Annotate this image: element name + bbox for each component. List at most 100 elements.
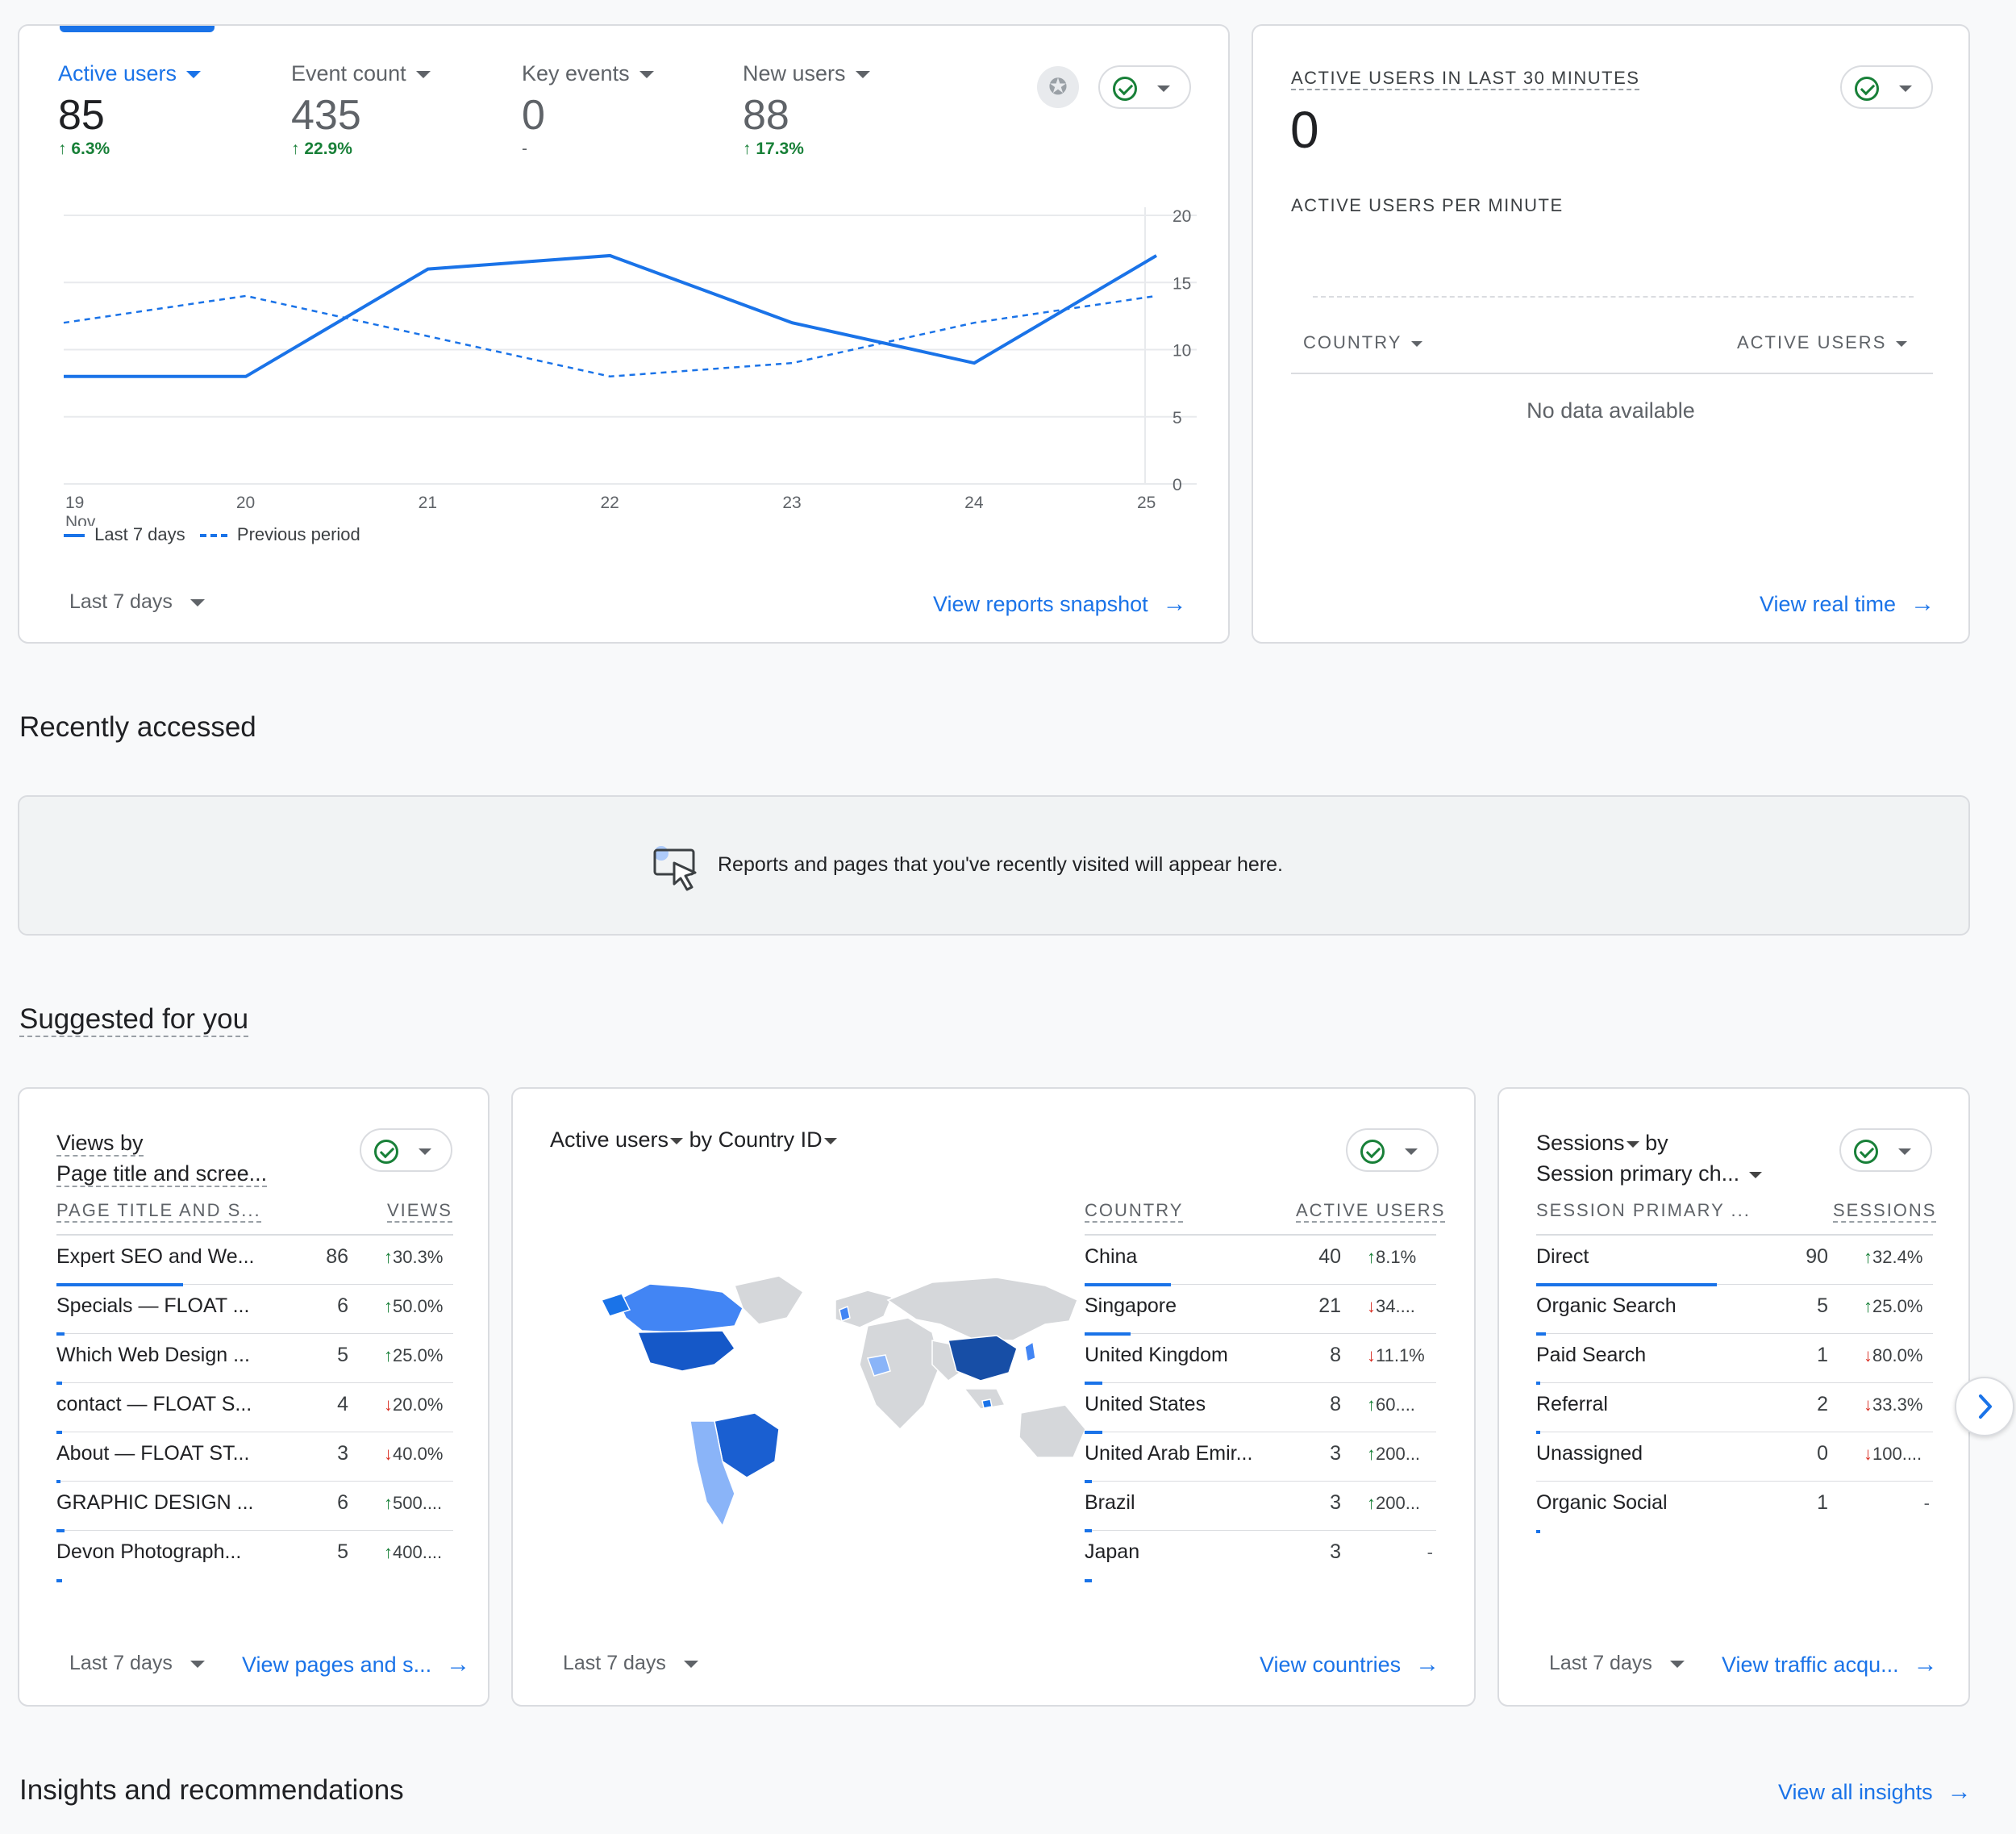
x-tick-label: 20	[236, 494, 255, 512]
table-row[interactable]: United Kingdom 8 ↓11.1%	[1085, 1334, 1436, 1385]
sessions-rows: Direct 90 ↑32.4% Organic Search 5 ↑25.0% Paid …	[1536, 1236, 1933, 1590]
row-name: Japan	[1085, 1540, 1140, 1563]
insights-badge-icon[interactable]: ✪	[1037, 66, 1079, 108]
metric-delta: ↑ 6.3%	[58, 140, 110, 158]
date-range-select[interactable]: Last 7 days	[1549, 1652, 1685, 1675]
countries-card-title[interactable]: Active users by Country ID	[550, 1127, 837, 1153]
check-circle-icon	[1360, 1140, 1385, 1164]
view-reports-snapshot-link[interactable]: View reports snapshot →	[933, 590, 1187, 617]
table-row[interactable]: Organic Search 5 ↑25.0%	[1536, 1285, 1933, 1336]
realtime-card: ACTIVE USERS IN LAST 30 MINUTES 0 ACTIVE…	[1252, 24, 1970, 644]
table-row[interactable]: Referral 2 ↓33.3%	[1536, 1383, 1933, 1434]
date-range-select[interactable]: Last 7 days	[563, 1652, 698, 1675]
arrow-up-icon: ↑	[1367, 1247, 1376, 1267]
table-row[interactable]: Devon Photograph... 5 ↑400....	[56, 1531, 453, 1582]
row-share-bar	[1085, 1579, 1092, 1582]
date-range-select[interactable]: Last 7 days	[69, 1652, 205, 1675]
row-value: 3	[337, 1442, 348, 1465]
row-value: 86	[326, 1245, 348, 1268]
row-share-bar	[56, 1283, 183, 1286]
metric-tab-new-users[interactable]: New users 88 ↑ 17.3%	[743, 61, 928, 159]
chevron-down-icon	[1899, 85, 1912, 92]
metric-tab-event-count[interactable]: Event count 435 ↑ 22.9%	[291, 61, 477, 159]
page-title-column-header[interactable]: PAGE TITLE AND S...	[56, 1200, 261, 1223]
map-highlighted	[600, 1283, 1036, 1528]
active-users-column-header[interactable]: ACTIVE USERS	[1296, 1200, 1446, 1223]
dimension-name: Session primary ch...	[1536, 1161, 1740, 1186]
row-value: 6	[337, 1491, 348, 1514]
row-share-bar	[56, 1579, 62, 1582]
metric-label: Event count	[291, 61, 406, 85]
compare-toggle[interactable]	[360, 1128, 452, 1172]
check-circle-icon	[1113, 77, 1137, 101]
arrow-up-icon: ↑	[1864, 1296, 1872, 1316]
compare-toggle[interactable]	[1346, 1128, 1439, 1172]
table-row[interactable]: China 40 ↑8.1%	[1085, 1236, 1436, 1286]
metric-tab-active-users[interactable]: Active users 85 ↑ 6.3%	[58, 61, 244, 159]
table-row[interactable]: Which Web Design ... 5 ↑25.0%	[56, 1334, 453, 1385]
date-range-select[interactable]: Last 7 days	[69, 590, 205, 614]
compare-toggle[interactable]	[1839, 1128, 1932, 1172]
arrow-up-icon: ↑	[384, 1542, 393, 1562]
chevron-down-icon	[1669, 1660, 1685, 1668]
japan-region	[1024, 1340, 1036, 1363]
session-channel-column-header[interactable]: SESSION PRIMARY ...	[1536, 1200, 1751, 1220]
country-column-header[interactable]: COUNTRY	[1303, 332, 1423, 353]
arrow-forward-icon: →	[1415, 1651, 1440, 1678]
table-row[interactable]: Brazil 3 ↑200...	[1085, 1482, 1436, 1532]
row-change: ↑500....	[384, 1493, 443, 1513]
sessions-card-title[interactable]: Sessions by Session primary ch...	[1536, 1127, 1763, 1189]
view-traffic-acquisition-link[interactable]: View traffic acqu... →	[1722, 1651, 1938, 1678]
chevron-down-icon	[855, 71, 870, 79]
table-row[interactable]: Paid Search 1 ↓80.0%	[1536, 1334, 1933, 1385]
chevron-down-icon	[823, 1137, 837, 1144]
table-divider	[56, 1234, 453, 1236]
canada-region	[617, 1283, 744, 1333]
carousel-next-button[interactable]	[1955, 1377, 2014, 1436]
table-row[interactable]: Expert SEO and We... 86 ↑30.3%	[56, 1236, 453, 1286]
row-value: 4	[337, 1393, 348, 1415]
table-row[interactable]: Unassigned 0 ↓100....	[1536, 1432, 1933, 1482]
table-row[interactable]: GRAPHIC DESIGN ... 6 ↑500....	[56, 1482, 453, 1532]
series-last-7-days	[64, 253, 1158, 378]
arrow-down-icon: ↓	[384, 1394, 393, 1415]
table-row[interactable]: contact — FLOAT S... 4 ↓20.0%	[56, 1383, 453, 1434]
table-row[interactable]: Direct 90 ↑32.4%	[1536, 1236, 1933, 1286]
table-divider	[1085, 1234, 1436, 1236]
table-row[interactable]: United States 8 ↑60....	[1085, 1383, 1436, 1434]
active-users-column-header[interactable]: ACTIVE USERS	[1737, 332, 1908, 353]
compare-toggle[interactable]	[1840, 65, 1933, 109]
table-row[interactable]: Singapore 21 ↓34....	[1085, 1285, 1436, 1336]
table-row[interactable]: About — FLOAT ST... 3 ↓40.0%	[56, 1432, 453, 1483]
country-column-header[interactable]: COUNTRY	[1085, 1200, 1184, 1223]
recently-accessed-message: Reports and pages that you've recently v…	[718, 853, 1284, 876]
legend-previous: Previous period	[236, 524, 360, 544]
view-countries-link[interactable]: View countries →	[1260, 1651, 1440, 1678]
table-row[interactable]: Japan 3 -	[1085, 1531, 1436, 1582]
row-share-bar	[56, 1431, 62, 1434]
view-real-time-link[interactable]: View real time →	[1760, 590, 1935, 617]
arrow-down-icon: ↓	[1864, 1394, 1872, 1415]
middle-east-region	[866, 1354, 891, 1377]
view-pages-link[interactable]: View pages and s... →	[242, 1651, 471, 1678]
sessions-column-header[interactable]: SESSIONS	[1833, 1200, 1937, 1223]
metric-tab-key-events[interactable]: Key events 0 -	[522, 61, 707, 159]
view-all-insights-link[interactable]: View all insights →	[1778, 1778, 1972, 1805]
table-row[interactable]: United Arab Emir... 3 ↑200...	[1085, 1432, 1436, 1483]
empty-state: No data available	[1527, 398, 1695, 423]
row-name: GRAPHIC DESIGN ...	[56, 1491, 254, 1514]
metric-name: Active users	[550, 1127, 669, 1152]
insights-title: Insights and recommendations	[19, 1774, 404, 1806]
views-column-header[interactable]: VIEWS	[387, 1200, 452, 1223]
realtime-value: 0	[1290, 101, 1319, 159]
table-row[interactable]: Organic Social 1 -	[1536, 1482, 1933, 1533]
row-change: -	[1427, 1542, 1433, 1562]
row-name: Direct	[1536, 1245, 1589, 1268]
pages-card-title[interactable]: Views by Page title and scree...	[56, 1127, 268, 1189]
compare-toggle[interactable]	[1098, 65, 1191, 109]
row-change: ↑32.4%	[1864, 1247, 1923, 1267]
chevron-down-icon	[1898, 1148, 1911, 1155]
row-value: 5	[1817, 1294, 1828, 1317]
table-row[interactable]: Specials — FLOAT ... 6 ↑50.0%	[56, 1285, 453, 1336]
x-tick-label: 21	[419, 494, 437, 512]
